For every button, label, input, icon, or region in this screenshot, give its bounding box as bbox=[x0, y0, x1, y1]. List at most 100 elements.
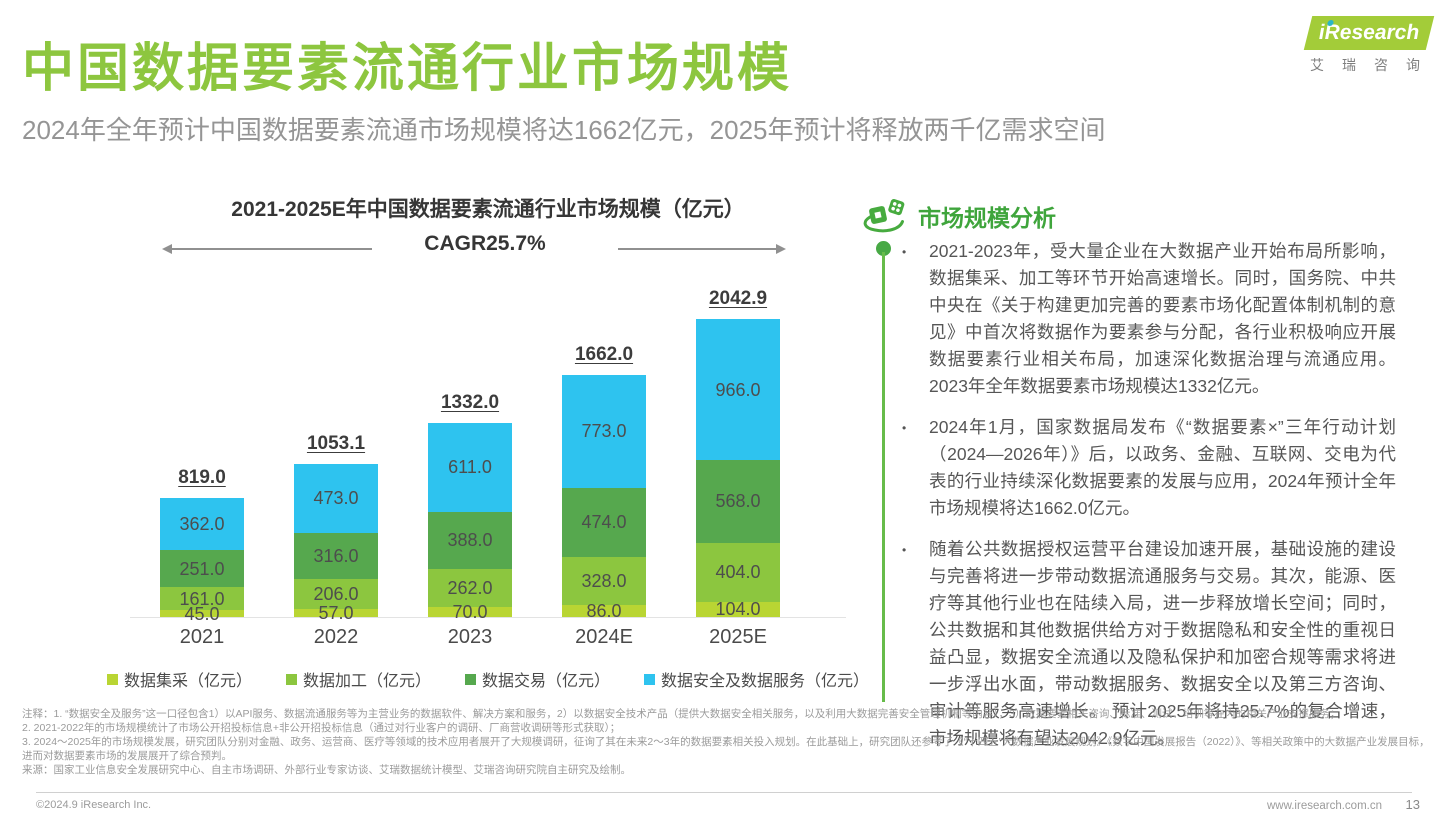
legend: 数据集采（亿元） 数据加工（亿元） 数据交易（亿元） 数据安全及数据服务（亿元） bbox=[106, 667, 869, 691]
market-size-chart: 2021-2025E年中国数据要素流通行业市场规模（亿元） CAGR25.7% … bbox=[106, 196, 869, 691]
bar-segment: 57.0 bbox=[294, 604, 378, 622]
stacked-bar: 362.0 251.0 161.0 45.0 bbox=[160, 497, 244, 623]
legend-swatch-icon bbox=[465, 673, 476, 685]
bar-segment: 161.0 bbox=[160, 586, 244, 611]
segment-value: 611.0 bbox=[448, 457, 492, 478]
total-label: 1053.1 bbox=[306, 432, 366, 454]
page-subtitle: 2024年全年预计中国数据要素流通市场规模将达1662亿元，2025年预计将释放… bbox=[22, 115, 1106, 145]
analysis-bullet: • 2021-2023年，受大量企业在大数据产业开始布局所影响，数据集采、加工等环… bbox=[902, 238, 1396, 400]
legend-label: 数据集采（亿元） bbox=[123, 673, 252, 690]
bar-segment: 362.0 bbox=[160, 497, 244, 551]
bar-segment: 251.0 bbox=[160, 550, 244, 587]
stacked-bar: 773.0 474.0 328.0 86.0 bbox=[562, 374, 646, 620]
segment-value: 57.0 bbox=[318, 602, 354, 623]
legend-item: 数据加工（亿元） bbox=[285, 667, 431, 691]
stacked-bar: 966.0 568.0 404.0 104.0 bbox=[696, 319, 780, 620]
bar-segment: 773.0 bbox=[562, 374, 646, 488]
bullet-text: 随着公共数据授权运营平台建设加速开展，基础设施的建设与完善将进一步带动数据流通服… bbox=[929, 539, 1396, 748]
bullet-icon: • bbox=[902, 421, 907, 435]
legend-swatch-icon bbox=[644, 673, 656, 685]
logo-brand-text: iResearch bbox=[1318, 21, 1420, 44]
legend-swatch-icon bbox=[285, 673, 297, 685]
x-axis-label: 2021 bbox=[179, 626, 225, 648]
bar-segment: 104.0 bbox=[696, 599, 780, 620]
analysis-heading: 市场规模分析 bbox=[860, 196, 1056, 236]
bar-column: 1053.1 473.0 316.0 206.0 57.0 bbox=[294, 432, 378, 622]
bar-segment: 474.0 bbox=[562, 487, 646, 557]
bullet-icon: • bbox=[902, 543, 907, 557]
bar-segment: 966.0 bbox=[696, 319, 780, 461]
segment-value: 328.0 bbox=[581, 570, 627, 591]
stacked-bar: 611.0 388.0 262.0 70.0 bbox=[428, 422, 512, 621]
footnote-line: 来源：国家工业信息安全发展研究中心、自主市场调研、外部行业专家访谈、艾瑞数据统计… bbox=[22, 764, 631, 776]
segment-value: 568.0 bbox=[715, 491, 761, 512]
analysis-bullet: • 随着公共数据授权运营平台建设加速开展，基础设施的建设与完善将进一步带动数据流通… bbox=[902, 536, 1396, 752]
analysis-bullet: • 2024年1月，国家数据局发布《“数据要素×”三年行动计划（2024—2026… bbox=[902, 414, 1396, 522]
legend-item: 数据集采（亿元） bbox=[106, 667, 252, 691]
total-label: 1332.0 bbox=[440, 391, 500, 413]
x-axis-label: 2022 bbox=[313, 626, 359, 648]
segment-value: 773.0 bbox=[581, 421, 627, 442]
bar-segment: 328.0 bbox=[562, 556, 646, 605]
bars-row: 819.0 362.0 251.0 161.0 45.0 1053.1 473.0 316.0… bbox=[130, 270, 846, 623]
logo-brand-chinese: 艾瑞咨询 bbox=[1310, 57, 1438, 73]
logo-parallelogram: iResearch bbox=[1303, 16, 1435, 50]
bar-segment: 316.0 bbox=[294, 532, 378, 579]
total-label: 819.0 bbox=[178, 466, 226, 488]
segment-value: 161.0 bbox=[179, 588, 225, 609]
total-label: 1662.0 bbox=[574, 343, 634, 365]
legend-swatch-icon bbox=[106, 673, 118, 685]
bar-segment: 404.0 bbox=[696, 542, 780, 602]
bar-column: 1662.0 773.0 474.0 328.0 86.0 bbox=[562, 343, 646, 620]
bar-segment: 262.0 bbox=[428, 568, 512, 607]
segment-value: 388.0 bbox=[447, 530, 493, 551]
total-label: 2042.9 bbox=[708, 288, 768, 310]
dice-analysis-icon bbox=[863, 199, 905, 233]
website-text: www.iresearch.com.cn bbox=[1266, 800, 1382, 812]
cagr-label: CAGR25.7% bbox=[424, 232, 546, 255]
bar-segment: 388.0 bbox=[428, 512, 512, 569]
segment-value: 404.0 bbox=[715, 562, 761, 583]
x-axis-label: 2025E bbox=[709, 626, 767, 648]
segment-value: 104.0 bbox=[715, 599, 761, 620]
chart-title: 2021-2025E年中国数据要素流通行业市场规模（亿元） bbox=[231, 198, 745, 221]
legend-label: 数据交易（亿元） bbox=[482, 673, 611, 690]
footnote-line: 2. 2021-2022年的市场规模统计了市场公开招投标信息+非公开招投标信息（… bbox=[22, 722, 621, 734]
analysis-bullets: • 2021-2023年，受大量企业在大数据产业开始布局所影响，数据集采、加工等环… bbox=[902, 238, 1396, 766]
bar-column: 819.0 362.0 251.0 161.0 45.0 bbox=[160, 466, 244, 623]
footnote-line: 注释：1. “数据安全及服务”这一口径包含1）以API服务、数据流通服务等为主营… bbox=[22, 708, 1341, 720]
segment-value: 966.0 bbox=[715, 379, 761, 400]
segment-value: 70.0 bbox=[452, 601, 488, 622]
timeline-dot bbox=[876, 241, 891, 256]
bar-segment: 45.0 bbox=[160, 605, 244, 623]
bullet-text: 2021-2023年，受大量企业在大数据产业开始布局所影响，数据集采、加工等环节… bbox=[929, 241, 1396, 396]
segment-value: 206.0 bbox=[313, 583, 359, 604]
x-axis-label: 2024E bbox=[575, 626, 633, 648]
segment-value: 45.0 bbox=[184, 603, 220, 624]
bullet-text: 2024年1月，国家数据局发布《“数据要素×”三年行动计划（2024—2026年… bbox=[929, 417, 1396, 518]
bar-segment: 473.0 bbox=[294, 463, 378, 533]
footer-divider bbox=[36, 792, 1412, 793]
footnotes: 注释：1. “数据安全及服务”这一口径包含1）以API服务、数据流通服务等为主营… bbox=[22, 707, 1430, 777]
x-axis-label: 2023 bbox=[447, 626, 493, 648]
stacked-bar: 473.0 316.0 206.0 57.0 bbox=[294, 463, 378, 622]
bar-segment: 70.0 bbox=[428, 603, 512, 621]
segment-value: 474.0 bbox=[581, 512, 627, 533]
x-axis-labels: 2021 2022 2023 2024E 2025E bbox=[130, 626, 846, 649]
bullet-icon: • bbox=[902, 245, 907, 259]
bar-segment: 568.0 bbox=[696, 460, 780, 543]
footnote-line: 3. 2024～2025年的市场规模发展，研究团队分别对金融、政务、运营商、医疗… bbox=[22, 736, 1430, 762]
copyright-text: ©2024.9 iResearch Inc. bbox=[36, 799, 152, 811]
cagr-annotation: CAGR25.7% bbox=[130, 224, 846, 270]
segment-value: 362.0 bbox=[179, 513, 225, 534]
bar-column: 1332.0 611.0 388.0 262.0 70.0 bbox=[428, 391, 512, 621]
bar-segment: 206.0 bbox=[294, 578, 378, 609]
legend-item: 数据交易（亿元） bbox=[465, 667, 610, 691]
right-arrow-icon bbox=[618, 244, 786, 254]
legend-label: 数据加工（亿元） bbox=[302, 673, 431, 690]
segment-value: 473.0 bbox=[313, 488, 359, 509]
legend-item: 数据安全及数据服务（亿元） bbox=[644, 667, 869, 691]
left-arrow-icon bbox=[162, 244, 372, 254]
timeline-line bbox=[882, 252, 885, 702]
